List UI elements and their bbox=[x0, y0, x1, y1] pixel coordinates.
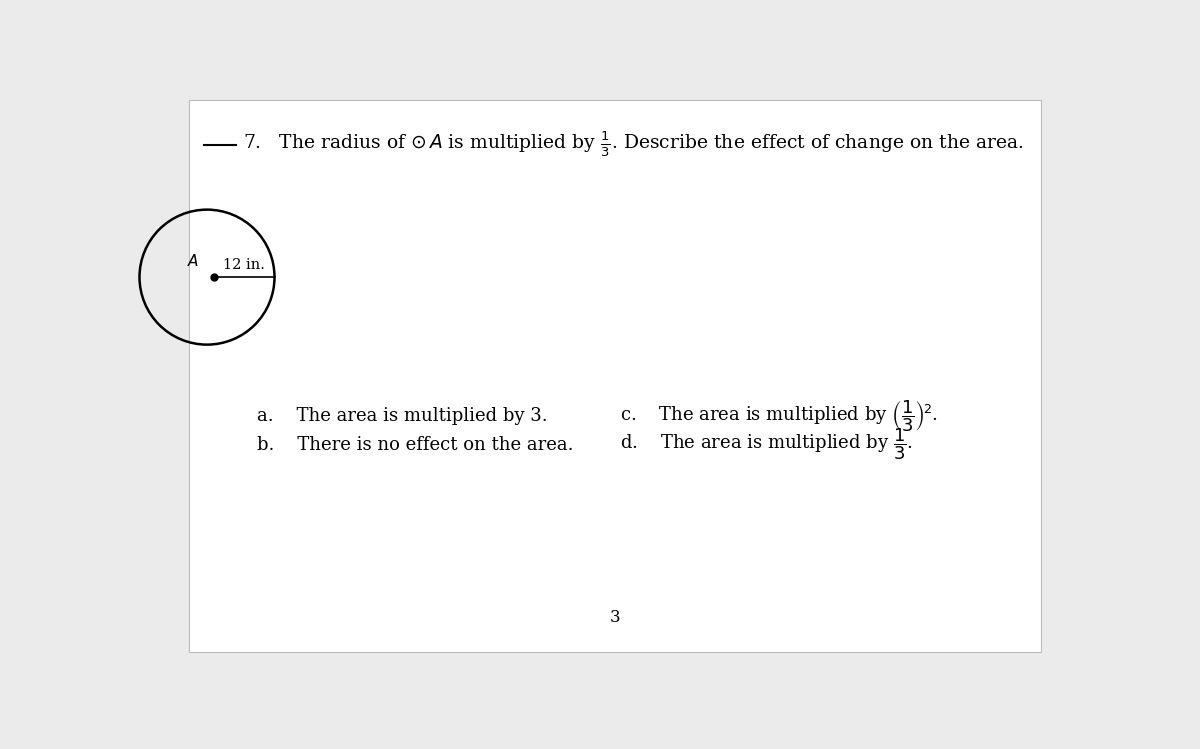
Text: c.    The area is multiplied by $\left(\dfrac{1}{3}\right)^{\!2}$.: c. The area is multiplied by $\left(\dfr… bbox=[619, 398, 937, 434]
Text: b.    There is no effect on the area.: b. There is no effect on the area. bbox=[257, 436, 574, 454]
Text: a.    The area is multiplied by 3.: a. The area is multiplied by 3. bbox=[257, 407, 547, 425]
Text: $\mathit{A}$: $\mathit{A}$ bbox=[187, 253, 199, 269]
Text: d.    The area is multiplied by $\dfrac{1}{3}$.: d. The area is multiplied by $\dfrac{1}{… bbox=[619, 427, 912, 462]
Text: 3: 3 bbox=[610, 609, 620, 626]
Text: 12 in.: 12 in. bbox=[223, 258, 265, 272]
FancyBboxPatch shape bbox=[190, 100, 1040, 652]
Text: 7.   The radius of $\odot\,A$ is multiplied by $\frac{1}{3}$. Describe the effec: 7. The radius of $\odot\,A$ is multiplie… bbox=[242, 130, 1024, 160]
